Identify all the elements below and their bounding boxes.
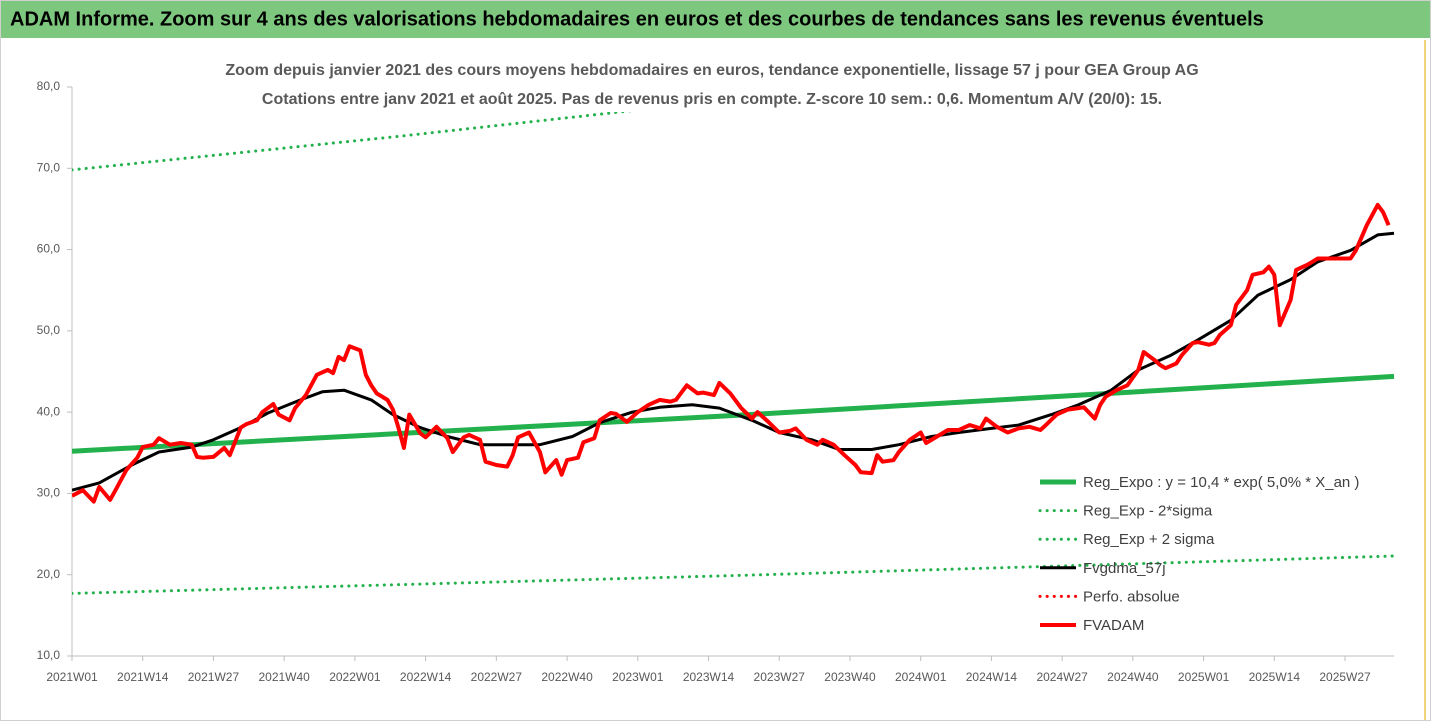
- legend-label: Reg_Exp + 2 sigma: [1083, 531, 1215, 548]
- y-tick-label: 60,0: [37, 242, 61, 256]
- subtitle-box: Zoom depuis janvier 2021 des cours moyen…: [225, 56, 1199, 112]
- x-tick-label: 2024W14: [966, 670, 1018, 684]
- y-tick-label: 20,0: [37, 567, 61, 581]
- x-tick-label: 2023W40: [824, 670, 876, 684]
- legend-label: Fvgdma_57j: [1083, 560, 1166, 577]
- y-tick-label: 40,0: [37, 404, 61, 418]
- x-tick-label: 2024W40: [1107, 670, 1159, 684]
- x-tick-label: 2022W01: [329, 670, 381, 684]
- y-tick-label: 30,0: [37, 486, 61, 500]
- header-bar: [1, 1, 1430, 38]
- x-tick-label: 2021W40: [258, 670, 310, 684]
- x-tick-label: 2024W01: [895, 670, 947, 684]
- x-tick-label: 2023W01: [612, 670, 664, 684]
- x-tick-label: 2022W14: [400, 670, 452, 684]
- legend-label: Perfo. absolue: [1083, 588, 1180, 605]
- legend-label: Reg_Exp - 2*sigma: [1083, 503, 1213, 520]
- x-tick-label: 2025W01: [1178, 670, 1230, 684]
- x-tick-label: 2025W27: [1319, 670, 1371, 684]
- x-tick-label: 2022W40: [541, 670, 593, 684]
- chart-subtitle: Cotations entre janv 2021 et août 2025. …: [262, 91, 1162, 108]
- x-tick-label: 2023W27: [754, 670, 806, 684]
- chart-title: Zoom depuis janvier 2021 des cours moyen…: [225, 62, 1198, 79]
- x-tick-label: 2022W27: [471, 670, 523, 684]
- series-line: [72, 202, 1391, 504]
- header-title: ADAM Informe. Zoom sur 4 ans des valoris…: [10, 8, 1264, 30]
- legend-label: FVADAM: [1083, 617, 1144, 634]
- x-tick-label: 2021W27: [188, 670, 240, 684]
- y-tick-label: 80,0: [37, 79, 61, 93]
- x-tick-label: 2025W14: [1249, 670, 1301, 684]
- subtitle-background: [228, 56, 1198, 112]
- legend: Reg_Expo : y = 10,4 * exp( 5,0% * X_an )…: [1038, 474, 1359, 634]
- legend-label: Reg_Expo : y = 10,4 * exp( 5,0% * X_an ): [1083, 474, 1359, 491]
- y-tick-label: 50,0: [37, 323, 61, 337]
- y-tick-label: 10,0: [37, 648, 61, 662]
- series-line: [72, 554, 1396, 595]
- axes: 10,0 20,0 30,0 40,0 50,0 60,0 70,0 80,0 2021W01 2…: [37, 79, 1394, 684]
- series-line: [72, 231, 1395, 492]
- y-tick-label: 70,0: [37, 160, 61, 174]
- x-tick-label: 2021W14: [117, 670, 169, 684]
- x-tick-label: 2023W14: [683, 670, 735, 684]
- x-tick-label: 2024W27: [1036, 670, 1088, 684]
- x-tick-label: 2021W01: [46, 670, 98, 684]
